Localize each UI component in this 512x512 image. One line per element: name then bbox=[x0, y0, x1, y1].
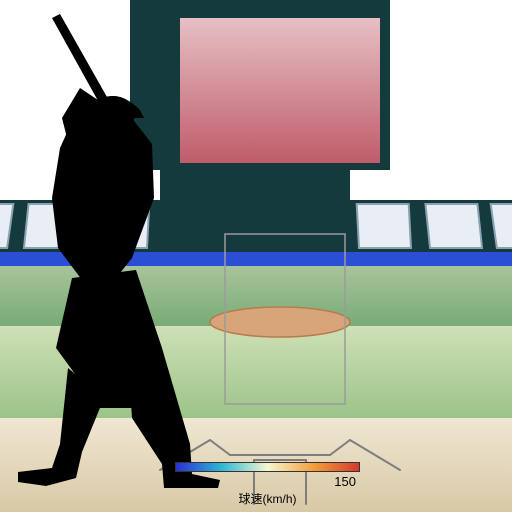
baseball-pitch-chart: 100 150 球速(km/h) bbox=[0, 0, 512, 512]
scoreboard-support bbox=[160, 170, 350, 200]
stand-panel bbox=[425, 204, 482, 248]
legend-label: 球速(km/h) bbox=[175, 490, 360, 507]
legend-ticks: 100 150 bbox=[175, 474, 360, 489]
legend-tick: 100 bbox=[179, 474, 201, 489]
pitchers-mound bbox=[210, 307, 350, 337]
scene-svg bbox=[0, 0, 512, 512]
scoreboard-screen bbox=[180, 18, 380, 163]
velocity-legend: 100 150 球速(km/h) bbox=[175, 462, 360, 507]
stand-panel bbox=[357, 204, 411, 248]
legend-tick: 150 bbox=[334, 474, 356, 489]
legend-gradient-bar bbox=[175, 462, 360, 472]
